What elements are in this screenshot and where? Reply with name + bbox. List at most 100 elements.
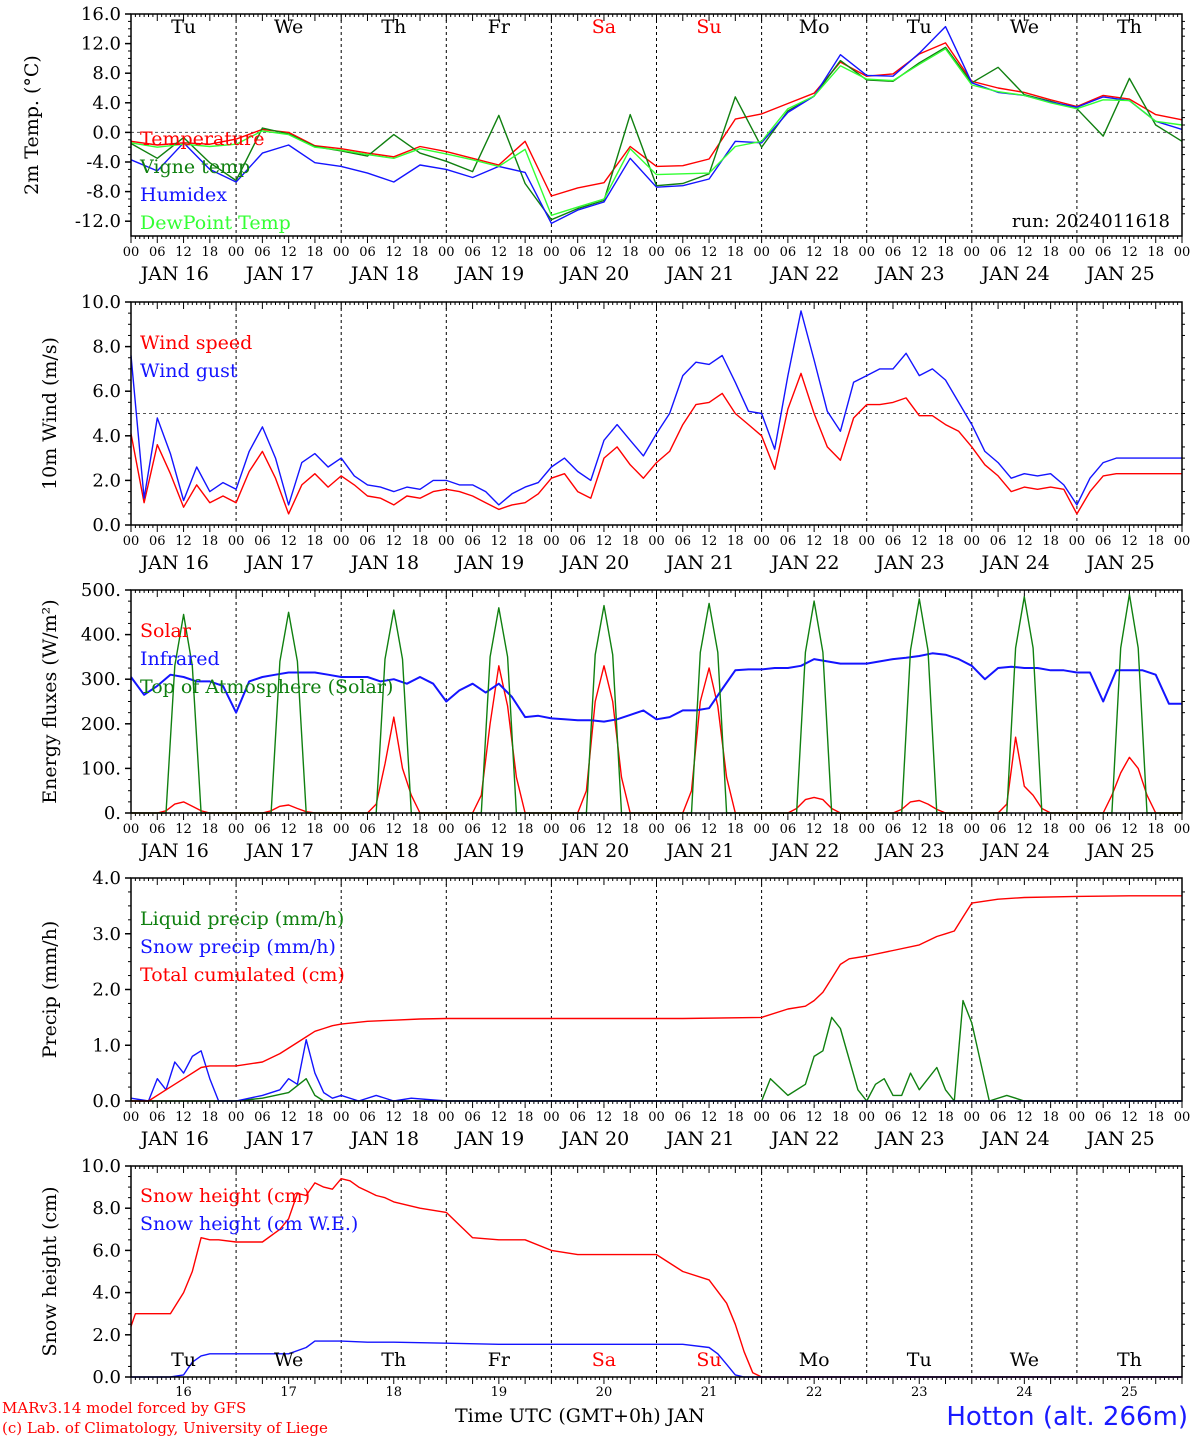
panel-1: 16.0 12.0 8.0 4.0 0.0 -4.0 -8.0 -12.0 2m Temp. (… [21,4,1190,285]
date-label: JAN 23 [874,552,944,574]
hour-label: 06 [675,534,692,549]
panel-2: 10.0 8.0 6.0 4.0 2.0 0.0 10m Wind (m/s) Wind sp… [39,292,1190,574]
y-tick-label: 300. [81,669,121,690]
hour-label: 00 [964,534,981,549]
hour-label: 12 [806,1110,823,1125]
hour-label: 06 [149,822,166,837]
legend-entry: Snow precip (mm/h) [140,936,336,958]
y-tick-label: 4.0 [92,868,121,889]
hour-label: 12 [806,534,823,549]
series-line [130,48,1183,217]
hour-label: 18 [517,245,534,260]
hour-label: 18 [727,534,744,549]
hour-label: 06 [359,245,376,260]
hour-label: 00 [753,1110,770,1125]
date-label: JAN 21 [664,263,734,285]
hour-label: 00 [1069,245,1086,260]
hour-label: 18 [202,822,219,837]
y-axis-title: Snow height (cm) [39,1186,61,1356]
y-tick-label: 0.0 [92,122,121,143]
day-number-label: 23 [911,1385,928,1400]
hour-label: 06 [1095,245,1112,260]
date-label: JAN 23 [874,1128,944,1150]
y-tick-label: -8.0 [86,182,121,203]
x-axis-title: Time UTC (GMT+0h) JAN [455,1405,705,1427]
hour-label: 18 [1042,534,1059,549]
y-tick-label: 100. [81,758,121,779]
hour-label: 06 [1095,822,1112,837]
legend-entry: Top of Atmosphere (Solar) [140,676,393,698]
hour-label: 06 [1095,1110,1112,1125]
hour-label: 06 [780,822,797,837]
series-line [130,652,1182,723]
hour-label: 12 [175,245,192,260]
date-label: JAN 16 [139,840,209,862]
hour-label: 12 [1016,1110,1033,1125]
weekday-label: Tu [907,1349,932,1371]
hour-label: 18 [937,245,954,260]
hour-label: 18 [832,822,849,837]
hour-label: 18 [937,534,954,549]
legend-entry: Vigne temp [139,156,250,178]
hour-label: 00 [123,245,140,260]
hour-label: 00 [228,534,245,549]
hour-label: 00 [648,1110,665,1125]
hour-label: 06 [254,534,271,549]
hour-label: 00 [1174,1110,1191,1125]
hour-label: 06 [990,534,1007,549]
hour-label: 12 [911,245,928,260]
hour-label: 12 [280,1110,297,1125]
hour-label: 00 [438,822,455,837]
hour-label: 00 [648,822,665,837]
hour-label: 06 [149,245,166,260]
series-line [131,1340,1182,1378]
date-label: JAN 19 [454,263,524,285]
hour-label: 18 [412,822,429,837]
hour-label: 06 [359,1110,376,1125]
hour-label: 12 [1016,822,1033,837]
y-tick-label: -4.0 [86,152,121,173]
day-number-label: 24 [1016,1385,1033,1400]
day-number-label: 19 [491,1385,508,1400]
y-tick-label: 500. [81,580,121,601]
series-line [130,46,1183,221]
hour-label: 18 [202,534,219,549]
hour-label: 00 [228,245,245,260]
hour-label: 18 [832,534,849,549]
y-tick-label: 0. [104,803,121,824]
hour-label: 06 [780,534,797,549]
date-label: JAN 24 [979,263,1049,285]
hour-label: 00 [333,1110,350,1125]
hour-label: 12 [1121,534,1138,549]
hour-label: 06 [675,245,692,260]
weekday-label: Tu [171,1349,196,1371]
y-tick-label: 8.0 [92,337,121,358]
hour-label: 06 [990,822,1007,837]
hour-label: 00 [228,1110,245,1125]
date-label: JAN 24 [979,552,1049,574]
hour-label: 12 [491,822,508,837]
y-tick-label: 4.0 [92,93,121,114]
date-label: JAN 24 [979,1128,1049,1150]
weekday-label: Fr [488,1349,511,1371]
hour-label: 00 [438,534,455,549]
y-axis-title: 10m Wind (m/s) [39,337,61,490]
y-tick-label: 8.0 [92,1198,121,1219]
hour-label: 12 [596,822,613,837]
day-number-label: 21 [701,1385,718,1400]
hour-label: 00 [543,534,560,549]
hour-label: 18 [727,822,744,837]
legend-entry: Solar [140,620,192,642]
date-label: JAN 17 [244,840,314,862]
date-label: JAN 22 [769,840,839,862]
weekday-label: Su [696,16,721,38]
weekday-label: We [1010,16,1039,38]
hour-label: 12 [806,245,823,260]
hour-label: 00 [858,245,875,260]
day-number-label: 22 [806,1385,823,1400]
y-tick-label: 16.0 [81,4,121,25]
hour-label: 00 [753,534,770,549]
y-axis-title: Energy fluxes (W/m²) [39,599,61,803]
series-line [130,1038,1182,1102]
y-tick-label: 1.0 [92,1035,121,1056]
